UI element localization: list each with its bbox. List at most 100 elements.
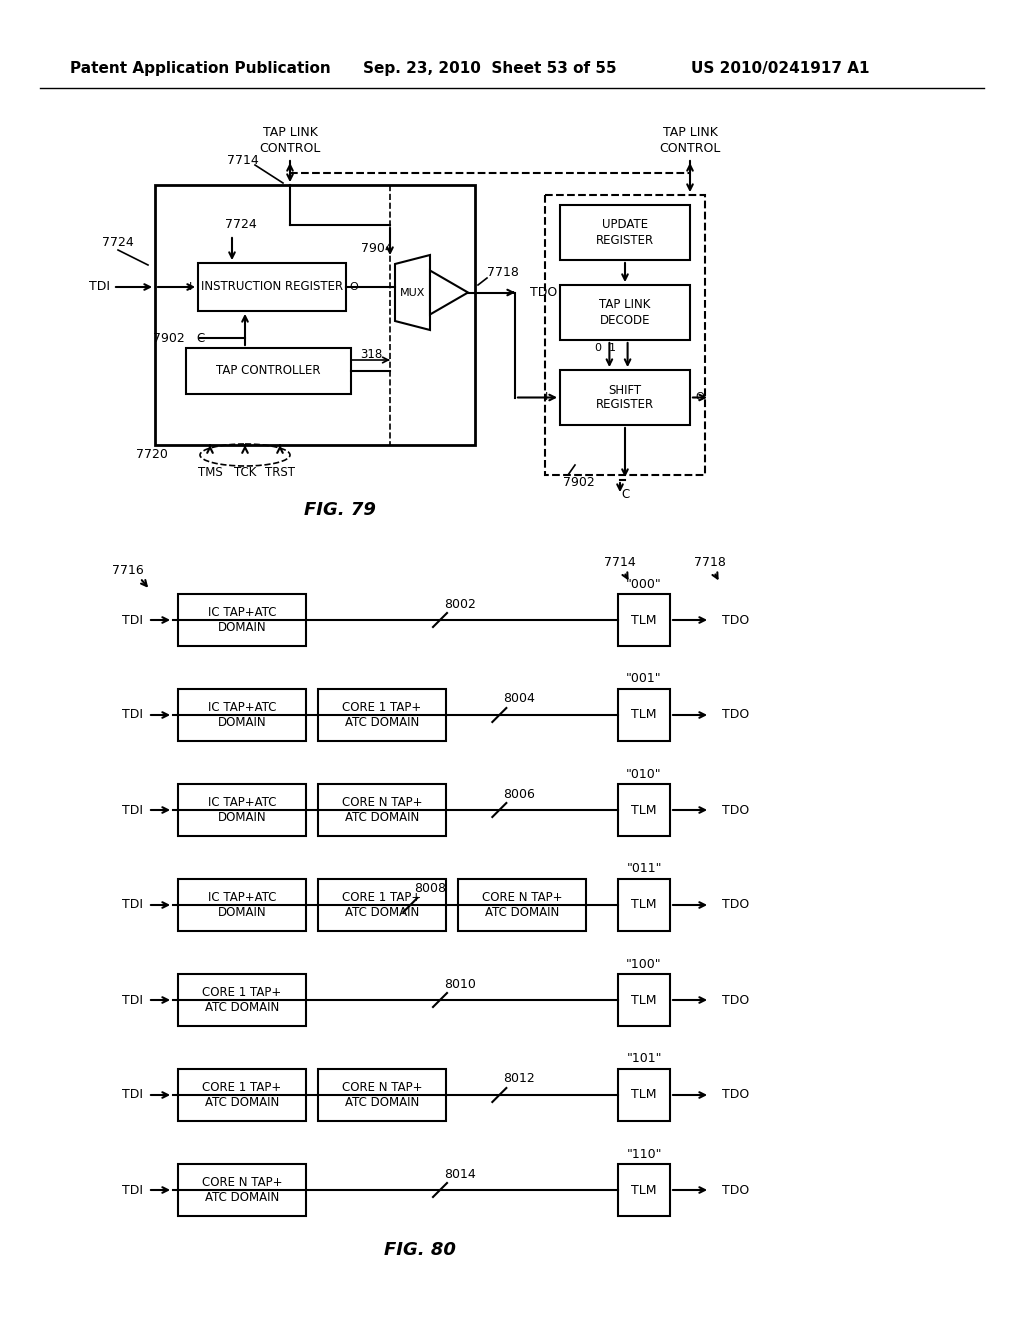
- Polygon shape: [395, 255, 430, 330]
- Text: CORE 1 TAP+
ATC DOMAIN: CORE 1 TAP+ ATC DOMAIN: [203, 1081, 282, 1109]
- Text: CONTROL: CONTROL: [659, 141, 721, 154]
- Text: TDO: TDO: [722, 899, 750, 912]
- Text: 318: 318: [360, 348, 382, 362]
- Text: TLM: TLM: [631, 1184, 656, 1196]
- Text: TCK: TCK: [233, 466, 256, 479]
- Text: "000": "000": [626, 578, 662, 590]
- Bar: [560, 205, 690, 260]
- Text: TDO: TDO: [722, 804, 750, 817]
- Text: 7904: 7904: [361, 242, 393, 255]
- Text: 7720: 7720: [136, 449, 168, 462]
- Text: Patent Application Publication: Patent Application Publication: [70, 61, 331, 75]
- Text: CORE N TAP+
ATC DOMAIN: CORE N TAP+ ATC DOMAIN: [202, 1176, 283, 1204]
- Text: "110": "110": [627, 1147, 662, 1160]
- Text: TRST: TRST: [265, 466, 295, 479]
- Bar: [560, 370, 690, 425]
- Text: INSTRUCTION REGISTER: INSTRUCTION REGISTER: [201, 281, 343, 293]
- Text: TDI: TDI: [122, 994, 143, 1006]
- Text: 7718: 7718: [694, 556, 726, 569]
- Text: 8006: 8006: [504, 788, 536, 800]
- Text: IC TAP+ATC
DOMAIN: IC TAP+ATC DOMAIN: [208, 606, 276, 634]
- Text: TLM: TLM: [631, 614, 656, 627]
- Text: CORE 1 TAP+
ATC DOMAIN: CORE 1 TAP+ ATC DOMAIN: [342, 701, 422, 729]
- Text: TAP LINK: TAP LINK: [663, 127, 718, 140]
- Text: TAP LINK
DECODE: TAP LINK DECODE: [599, 298, 650, 326]
- Text: TLM: TLM: [631, 994, 656, 1006]
- Text: 7714: 7714: [227, 153, 259, 166]
- Bar: [545, 195, 705, 475]
- Bar: [178, 1069, 306, 1121]
- Text: FIG. 80: FIG. 80: [384, 1241, 456, 1259]
- Text: 8008: 8008: [415, 883, 446, 895]
- Text: CORE 1 TAP+
ATC DOMAIN: CORE 1 TAP+ ATC DOMAIN: [203, 986, 282, 1014]
- Text: TMS: TMS: [198, 466, 222, 479]
- Text: TLM: TLM: [631, 709, 656, 722]
- Text: TDI: TDI: [122, 899, 143, 912]
- Bar: [178, 879, 306, 931]
- Bar: [178, 594, 306, 645]
- Bar: [178, 689, 306, 741]
- Text: CORE N TAP+
ATC DOMAIN: CORE N TAP+ ATC DOMAIN: [342, 1081, 422, 1109]
- Text: UPDATE
REGISTER: UPDATE REGISTER: [596, 219, 654, 247]
- Polygon shape: [430, 271, 468, 314]
- Text: TLM: TLM: [631, 1089, 656, 1101]
- Bar: [618, 689, 670, 741]
- Text: 8002: 8002: [444, 598, 476, 610]
- Bar: [178, 784, 306, 836]
- Bar: [618, 594, 670, 645]
- Text: TDI: TDI: [122, 804, 143, 817]
- Text: 8012: 8012: [504, 1072, 536, 1085]
- Text: 7724: 7724: [225, 219, 257, 231]
- Text: TAP LINK: TAP LINK: [262, 127, 317, 140]
- Text: C: C: [196, 331, 204, 345]
- Text: TDO: TDO: [722, 994, 750, 1006]
- Bar: [186, 348, 351, 393]
- Text: 7714: 7714: [604, 556, 636, 569]
- Bar: [618, 784, 670, 836]
- Text: O: O: [349, 282, 357, 292]
- Text: "011": "011": [627, 862, 662, 875]
- Bar: [178, 1164, 306, 1216]
- Text: 7718: 7718: [487, 265, 519, 279]
- Text: 8014: 8014: [444, 1167, 476, 1180]
- Text: Sep. 23, 2010  Sheet 53 of 55: Sep. 23, 2010 Sheet 53 of 55: [364, 61, 616, 75]
- Text: TDO: TDO: [722, 614, 750, 627]
- Text: 0  1: 0 1: [595, 343, 616, 352]
- Text: "100": "100": [627, 957, 662, 970]
- Text: 8010: 8010: [444, 978, 476, 990]
- Text: TAP CONTROLLER: TAP CONTROLLER: [216, 364, 321, 378]
- Bar: [618, 879, 670, 931]
- Bar: [458, 879, 586, 931]
- Text: IC TAP+ATC
DOMAIN: IC TAP+ATC DOMAIN: [208, 891, 276, 919]
- Bar: [178, 974, 306, 1026]
- Bar: [318, 784, 446, 836]
- Text: TDO: TDO: [722, 709, 750, 722]
- Text: 7716: 7716: [112, 564, 144, 577]
- Bar: [198, 263, 346, 312]
- Text: TDO: TDO: [722, 1184, 750, 1196]
- Bar: [318, 689, 446, 741]
- Text: TLM: TLM: [631, 899, 656, 912]
- Text: CONTROL: CONTROL: [259, 141, 321, 154]
- Text: SHIFT
REGISTER: SHIFT REGISTER: [596, 384, 654, 412]
- Bar: [318, 879, 446, 931]
- Text: 8004: 8004: [504, 693, 536, 705]
- Text: 7724: 7724: [102, 235, 134, 248]
- Text: TDI: TDI: [122, 1184, 143, 1196]
- Bar: [155, 185, 475, 445]
- Bar: [560, 285, 690, 341]
- Text: MUX: MUX: [399, 288, 425, 297]
- Text: I: I: [188, 282, 193, 292]
- Text: C: C: [621, 488, 629, 502]
- Text: CORE N TAP+
ATC DOMAIN: CORE N TAP+ ATC DOMAIN: [342, 796, 422, 824]
- Text: TDI: TDI: [89, 281, 110, 293]
- Bar: [618, 1069, 670, 1121]
- Text: IC TAP+ATC
DOMAIN: IC TAP+ATC DOMAIN: [208, 796, 276, 824]
- Bar: [318, 1069, 446, 1121]
- Text: CORE 1 TAP+
ATC DOMAIN: CORE 1 TAP+ ATC DOMAIN: [342, 891, 422, 919]
- Text: TDI: TDI: [122, 614, 143, 627]
- Text: IC TAP+ATC
DOMAIN: IC TAP+ATC DOMAIN: [208, 701, 276, 729]
- Text: TDI: TDI: [122, 1089, 143, 1101]
- Text: TDO: TDO: [722, 1089, 750, 1101]
- Text: CORE N TAP+
ATC DOMAIN: CORE N TAP+ ATC DOMAIN: [481, 891, 562, 919]
